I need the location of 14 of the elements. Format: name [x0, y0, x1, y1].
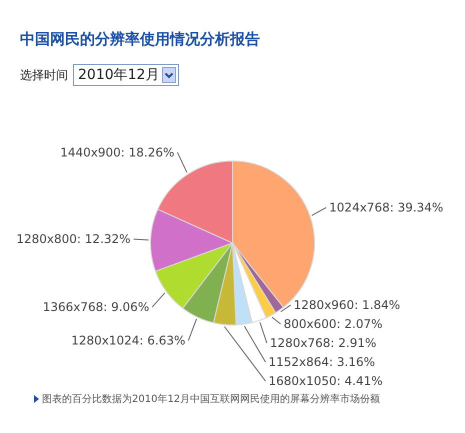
text: 选择时间 — [20, 66, 68, 84]
slice-label: 1280x960: 1.84% — [294, 298, 400, 312]
slice-label: 1366x768: 9.06% — [42, 300, 150, 314]
chart-title: 中国网民的分辨率使用情况分析报告 — [20, 30, 260, 49]
text: 2010年12月 — [78, 66, 160, 84]
slice-label: 1680x1050: 4.41% — [268, 374, 383, 388]
slice-label: 1280x768: 2.91% — [270, 336, 376, 350]
slice-label: 800x600: 2.07% — [284, 317, 382, 332]
slice-label: 1280x1024: 6.63% — [71, 334, 186, 348]
slice-label: 1280x800: 12.32% — [16, 232, 131, 246]
text: 图表的百分比数据为2010年12月中国互联网网民使用的屏幕分辨率市场份额 — [42, 392, 380, 406]
slice-label: 1152x864: 3.16% — [268, 355, 376, 370]
slice-label: 1024x768: 39.34% — [329, 200, 444, 215]
slice-label: 1440x900: 18.26% — [60, 145, 174, 160]
